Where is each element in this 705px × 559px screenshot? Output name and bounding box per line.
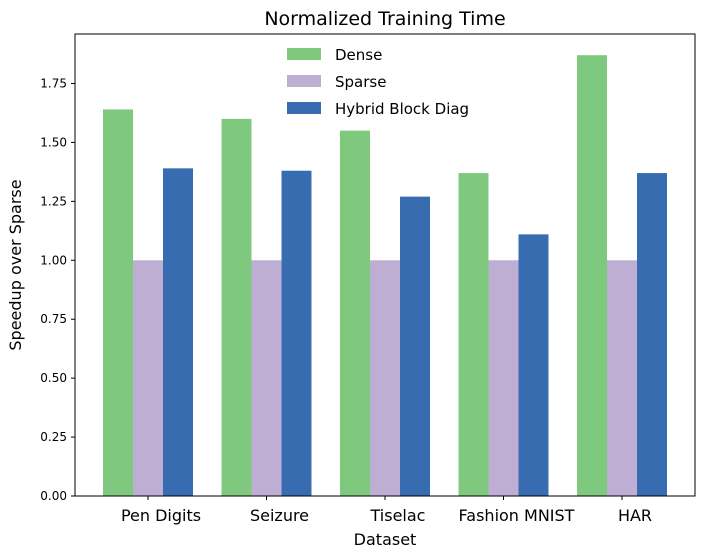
- y-tick-label: 1.25: [40, 194, 67, 208]
- y-tick-label: 1.75: [40, 77, 67, 91]
- legend-label: Dense: [335, 46, 382, 64]
- y-tick-label: 1.50: [40, 135, 67, 149]
- bar-sparse-pen-digits: [133, 260, 163, 496]
- legend-label: Hybrid Block Diag: [335, 100, 469, 118]
- x-tick-label: Tiselac: [370, 506, 426, 525]
- bar-dense-har: [577, 55, 607, 496]
- bar-hybrid-block-diag-har: [637, 173, 667, 497]
- bar-sparse-seizure: [251, 260, 282, 496]
- y-axis-title: Speedup over Sparse: [6, 179, 25, 350]
- x-tick-label: HAR: [618, 506, 652, 525]
- y-tick-label: 0.75: [40, 312, 67, 326]
- x-tick-label: Pen Digits: [121, 506, 201, 525]
- y-tick-label: 0.00: [40, 489, 67, 503]
- chart-title: Normalized Training Time: [264, 8, 505, 30]
- legend-swatch-hybrid-block-diag: [287, 102, 321, 114]
- legend: Dense Sparse Hybrid Block Diag: [287, 46, 469, 118]
- y-axis: 0.00 0.25 0.50 0.75 1.00 1.25 1.50 1.75: [40, 77, 75, 503]
- legend-swatch-sparse: [287, 75, 321, 87]
- bar-dense-fashion-mnist: [458, 173, 489, 497]
- legend-swatch-dense: [287, 48, 321, 60]
- bar-sparse-fashion-mnist: [488, 260, 519, 496]
- bar-sparse-tiselac: [370, 260, 400, 496]
- x-tick-label: Seizure: [250, 506, 309, 525]
- bar-hybrid-block-diag-tiselac: [400, 196, 430, 496]
- bar-hybrid-block-diag-pen-digits: [163, 168, 193, 496]
- legend-label: Sparse: [335, 73, 386, 91]
- bar-hybrid-block-diag-seizure: [281, 170, 312, 496]
- bar-hybrid-block-diag-fashion-mnist: [518, 234, 549, 496]
- bar-sparse-har: [607, 260, 637, 496]
- y-tick-label: 1.00: [40, 253, 67, 267]
- x-axis: Pen Digits Seizure Tiselac Fashion MNIST HAR: [121, 496, 652, 525]
- bar-dense-seizure: [221, 118, 252, 496]
- x-tick-label: Fashion MNIST: [459, 506, 575, 525]
- x-axis-title: Dataset: [354, 530, 417, 549]
- bar-dense-tiselac: [340, 130, 370, 496]
- y-tick-label: 0.50: [40, 371, 67, 385]
- y-tick-label: 0.25: [40, 430, 67, 444]
- bars-group: [103, 55, 667, 497]
- bar-dense-pen-digits: [103, 109, 133, 496]
